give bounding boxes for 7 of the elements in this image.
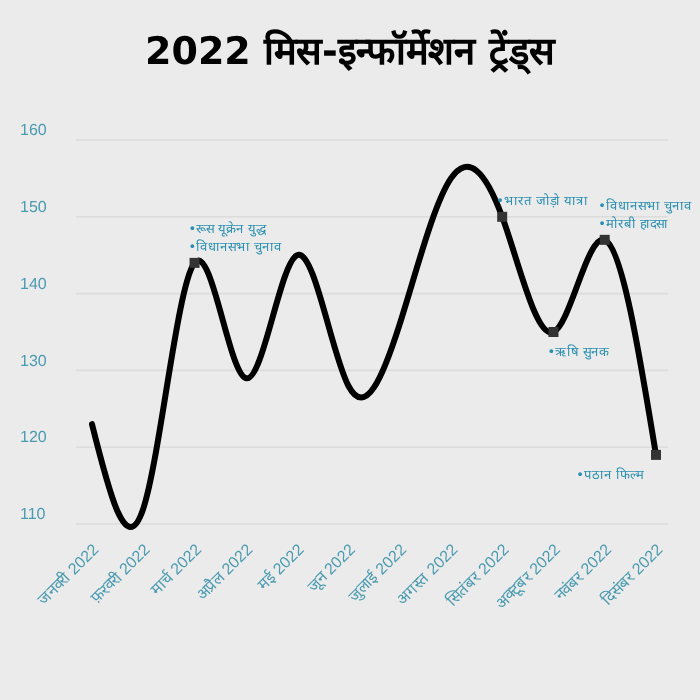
chart-title: 2022 मिस-इन्फॉर्मेशन ट्रेंड्स [145, 28, 557, 76]
y-tick-label: 120 [20, 428, 48, 447]
y-tick-label: 110 [20, 505, 47, 524]
y-tick-label: 160 [20, 121, 48, 140]
y-tick-label: 150 [20, 198, 48, 216]
y-tick-label: 130 [20, 351, 48, 370]
y-tick-label: 140 [20, 274, 48, 293]
